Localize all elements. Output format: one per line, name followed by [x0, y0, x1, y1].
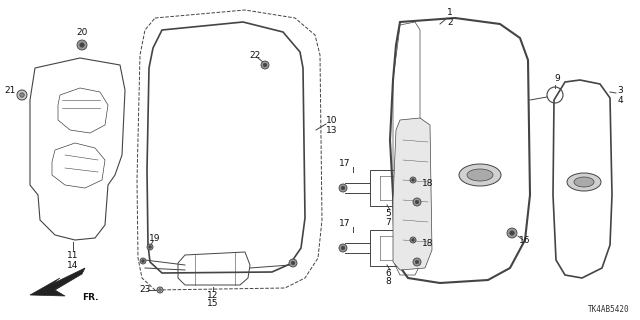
Text: 2: 2 [447, 18, 453, 27]
Text: 18: 18 [422, 238, 434, 247]
Circle shape [261, 61, 269, 69]
Text: 17: 17 [339, 158, 351, 167]
Circle shape [410, 237, 416, 243]
Circle shape [291, 261, 295, 265]
Circle shape [77, 40, 87, 50]
Circle shape [341, 186, 345, 190]
Circle shape [410, 177, 416, 183]
Circle shape [148, 246, 151, 248]
Ellipse shape [574, 177, 594, 187]
Circle shape [157, 287, 163, 293]
Circle shape [17, 90, 27, 100]
Circle shape [341, 246, 345, 250]
Circle shape [412, 179, 414, 181]
Text: 19: 19 [149, 234, 161, 243]
Circle shape [507, 228, 517, 238]
Circle shape [339, 184, 347, 192]
Text: TK4AB5420: TK4AB5420 [588, 305, 630, 314]
Circle shape [140, 258, 146, 264]
Ellipse shape [567, 173, 601, 191]
Circle shape [289, 259, 297, 267]
Text: 6: 6 [385, 268, 391, 277]
Circle shape [509, 231, 515, 235]
Text: 14: 14 [67, 260, 79, 269]
Text: 10: 10 [326, 116, 338, 124]
Text: 23: 23 [140, 285, 150, 294]
Text: 7: 7 [385, 218, 391, 227]
Polygon shape [393, 118, 432, 270]
Circle shape [20, 93, 24, 97]
Circle shape [339, 244, 347, 252]
Text: 21: 21 [4, 85, 16, 94]
Circle shape [147, 244, 153, 250]
Ellipse shape [467, 169, 493, 181]
Text: 11: 11 [67, 251, 79, 260]
Circle shape [413, 198, 421, 206]
Circle shape [263, 63, 267, 67]
Text: 5: 5 [385, 209, 391, 218]
Circle shape [159, 289, 161, 291]
Text: FR.: FR. [82, 293, 99, 302]
Text: 18: 18 [422, 179, 434, 188]
Text: 1: 1 [447, 7, 453, 17]
Text: 12: 12 [207, 291, 219, 300]
Circle shape [415, 260, 419, 264]
Circle shape [80, 43, 84, 47]
Text: 20: 20 [76, 28, 88, 36]
Text: 3: 3 [617, 85, 623, 94]
Circle shape [141, 260, 145, 262]
Circle shape [412, 239, 414, 241]
Text: 17: 17 [339, 219, 351, 228]
Ellipse shape [459, 164, 501, 186]
Text: 4: 4 [617, 95, 623, 105]
Text: 9: 9 [554, 74, 560, 83]
Text: 8: 8 [385, 277, 391, 286]
Text: 15: 15 [207, 300, 219, 308]
Circle shape [415, 200, 419, 204]
Text: 16: 16 [519, 236, 531, 244]
Circle shape [413, 258, 421, 266]
Text: 13: 13 [326, 125, 338, 134]
Text: 22: 22 [250, 51, 260, 60]
Polygon shape [30, 268, 85, 296]
